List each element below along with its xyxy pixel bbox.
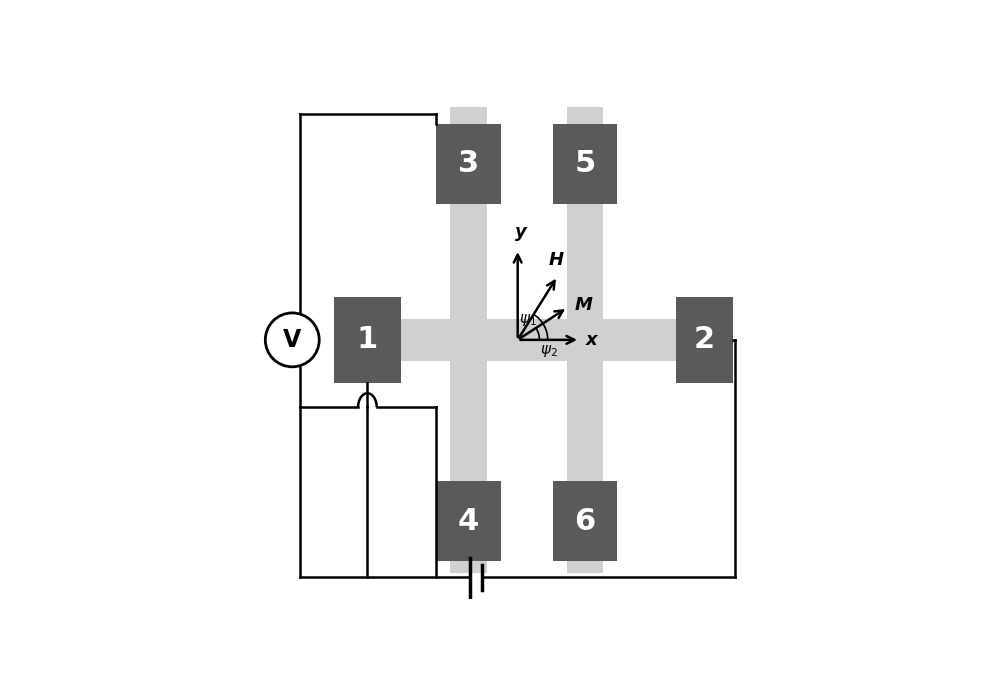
Text: V: V [283, 328, 301, 352]
Bar [450, 106, 487, 573]
Text: $\bfit{H}$: $\bfit{H}$ [548, 252, 564, 269]
Bar [334, 297, 401, 383]
Bar [553, 124, 617, 204]
Bar [334, 319, 730, 361]
Bar [553, 481, 617, 561]
Text: $\bfit{M}$: $\bfit{M}$ [574, 296, 593, 314]
Bar [567, 106, 603, 573]
Text: $\psi_2$: $\psi_2$ [540, 343, 557, 359]
Text: 1: 1 [357, 325, 378, 355]
Bar [436, 124, 501, 204]
Text: 6: 6 [574, 507, 596, 536]
Bar [436, 481, 501, 561]
Text: $\psi_1$: $\psi_1$ [519, 312, 537, 328]
Text: 4: 4 [458, 507, 479, 536]
Text: $\bfit{x}$: $\bfit{x}$ [585, 331, 600, 349]
Text: $\bfit{y}$: $\bfit{y}$ [514, 225, 528, 243]
Text: 3: 3 [458, 149, 479, 178]
Text: 2: 2 [694, 325, 715, 355]
Text: 5: 5 [574, 149, 596, 178]
Bar [676, 297, 733, 383]
